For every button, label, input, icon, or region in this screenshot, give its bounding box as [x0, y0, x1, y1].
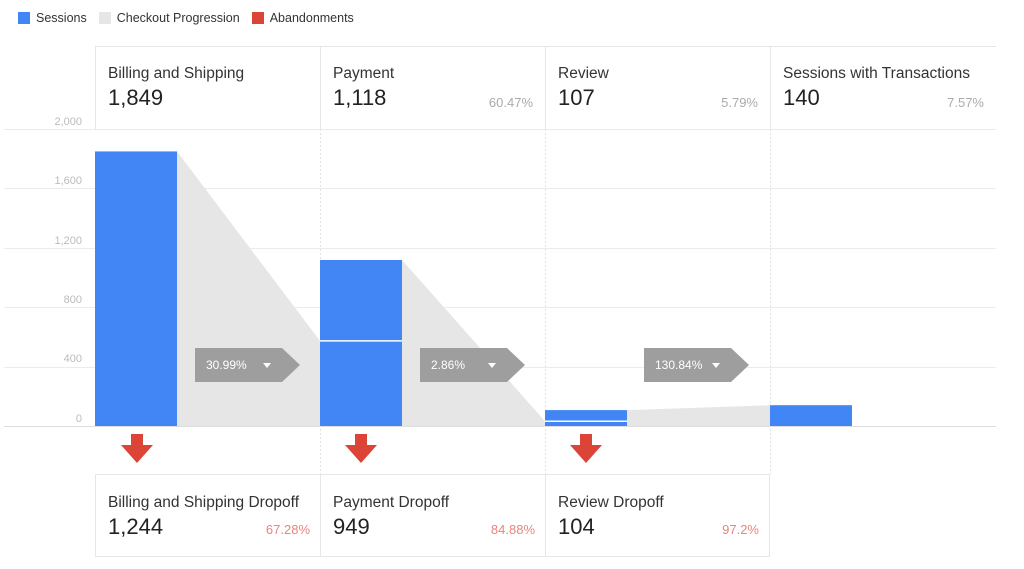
y-tick-label: 2,000 — [54, 116, 82, 128]
y-tick-label: 1,200 — [54, 235, 82, 247]
y-tick-label: 800 — [63, 294, 82, 306]
sessions-bar — [95, 151, 177, 426]
dropoff-name: Billing and Shipping Dropoff — [108, 494, 300, 511]
dropoff-payment[interactable]: Payment Dropoff 949 84.88% — [320, 474, 545, 557]
stage-percent: 5.79% — [721, 95, 758, 110]
percent-flag-label: 130.84% — [655, 358, 703, 372]
sessions-bar — [320, 259, 402, 426]
legend: Sessions Checkout Progression Abandonmen… — [18, 11, 366, 25]
y-tick-label: 1,600 — [54, 175, 82, 187]
stage-name: Billing and Shipping — [108, 65, 245, 82]
dropoff-name: Review Dropoff — [558, 494, 664, 511]
stage-value: 1,849 — [108, 85, 164, 110]
stage-header-payment: Payment 1,118 60.47% — [320, 46, 545, 129]
dropoff-percent: 84.88% — [490, 522, 535, 537]
stage-percent: 7.57% — [947, 95, 984, 110]
dropoff-value: 1,244 — [108, 514, 164, 539]
sessions-swatch — [18, 12, 30, 24]
stage-header-review: Review 107 5.79% — [545, 46, 770, 129]
stage-value: 1,118 — [333, 85, 387, 110]
sessions-bar — [770, 405, 852, 426]
abandonment-arrow-icon — [570, 434, 602, 463]
legend-label-sessions: Sessions — [36, 11, 87, 25]
legend-item-abandonments[interactable]: Abandonments — [251, 11, 354, 25]
dropoff-value: 104 — [558, 514, 595, 539]
checkout-progression-swatch — [98, 12, 111, 24]
stage-name: Review — [558, 65, 609, 82]
stage-header-billing-shipping: Billing and Shipping 1,849 — [95, 46, 320, 129]
percent-flag — [195, 348, 300, 382]
dropoff-percent: 97.2% — [722, 522, 759, 537]
caret-down-icon — [263, 363, 271, 368]
stage-percent: 60.47% — [488, 95, 533, 110]
stage-value: 107 — [558, 85, 595, 110]
dropoff-billing-shipping[interactable]: Billing and Shipping Dropoff 1,244 67.28… — [95, 474, 320, 557]
dropoff-review[interactable]: Review Dropoff 104 97.2% — [545, 474, 770, 557]
legend-label-checkout-progression: Checkout Progression — [116, 11, 240, 25]
stage-header-sessions-with-transactions: Sessions with Transactions 140 7.57% — [770, 46, 996, 129]
caret-down-icon — [488, 363, 496, 368]
legend-item-sessions[interactable]: Sessions — [18, 11, 87, 25]
percent-flag — [420, 348, 525, 382]
dropoff-name: Payment Dropoff — [333, 494, 450, 511]
abandonment-arrow-icon — [345, 434, 377, 463]
y-tick-label: 0 — [75, 413, 82, 425]
abandonments-swatch — [251, 12, 264, 24]
percent-flag-label: 30.99% — [206, 358, 247, 372]
stage-name: Sessions with Transactions — [783, 65, 970, 82]
percent-flag — [644, 348, 749, 382]
caret-down-icon — [712, 363, 720, 368]
stage-name: Payment — [333, 65, 395, 82]
dropoff-value: 949 — [333, 514, 370, 539]
sessions-bar — [545, 410, 627, 426]
progression-area — [402, 259, 627, 426]
abandonment-arrow-icon — [121, 434, 153, 463]
legend-item-checkout-progression[interactable]: Checkout Progression — [98, 11, 240, 25]
percent-flag-label: 2.86% — [431, 358, 465, 372]
y-tick-label: 400 — [63, 353, 82, 365]
dropoff-percent: 67.28% — [265, 522, 310, 537]
legend-label-abandonments: Abandonments — [269, 11, 354, 25]
stage-value: 140 — [783, 85, 820, 110]
